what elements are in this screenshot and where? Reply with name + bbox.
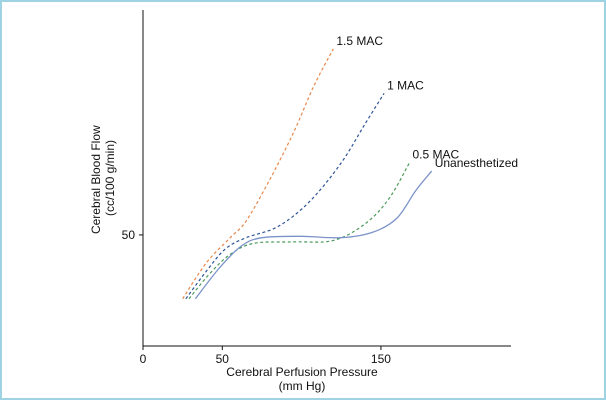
ticks: 0 50 150 50 bbox=[122, 228, 392, 366]
series-label-1-5-mac: 1.5 MAC bbox=[336, 34, 383, 48]
series-label-1-mac: 1 MAC bbox=[387, 78, 424, 92]
series-line-unanesthetized bbox=[194, 170, 433, 300]
series-group bbox=[182, 48, 433, 300]
series-line-1-mac bbox=[185, 92, 385, 300]
y-axis-title: Cerebral Blood Flow (cc/100 g/min) bbox=[89, 122, 117, 234]
series-line-0-5-mac bbox=[188, 162, 411, 300]
x-tick-label: 50 bbox=[216, 352, 230, 366]
series-label-0-5-mac: 0.5 MAC bbox=[412, 148, 459, 162]
y-axis-title-line1: Cerebral Blood Flow bbox=[89, 125, 103, 234]
x-axis-title: Cerebral Perfusion Pressure bbox=[226, 365, 378, 379]
series-line-1-5-mac bbox=[182, 48, 334, 300]
x-axis-title-units: (mm Hg) bbox=[279, 379, 326, 393]
x-tick-label: 150 bbox=[371, 352, 391, 366]
axes bbox=[142, 10, 511, 347]
y-tick-label: 50 bbox=[122, 228, 136, 242]
x-tick-label: 0 bbox=[140, 352, 147, 366]
y-axis-title-units: (cc/100 g/min) bbox=[103, 140, 117, 216]
series-label-unanesthetized: Unanesthetized bbox=[435, 156, 518, 170]
